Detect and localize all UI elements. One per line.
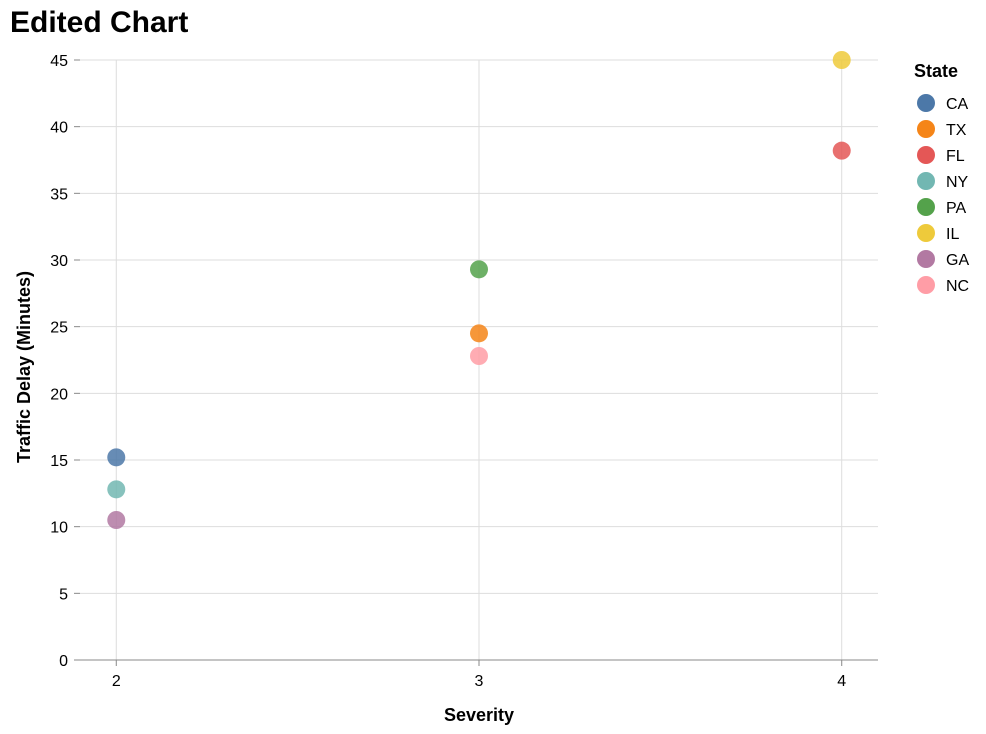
legend-label-tx: TX — [946, 122, 967, 139]
x-axis-title: Severity — [444, 705, 514, 725]
point-tx — [470, 324, 488, 343]
legend-swatch-il — [917, 224, 935, 242]
x-tick-label: 4 — [837, 673, 846, 690]
legend-swatch-ny — [917, 172, 935, 190]
legend-label-il: IL — [946, 226, 959, 243]
y-tick-label: 35 — [50, 186, 68, 203]
legend-label-ga: GA — [946, 252, 969, 269]
legend-title: State — [914, 61, 958, 81]
y-tick-label: 10 — [50, 520, 68, 537]
legend-swatch-ga — [917, 250, 935, 268]
y-tick-label: 25 — [50, 320, 68, 337]
legend-label-ca: CA — [946, 96, 969, 113]
point-ca — [107, 448, 126, 467]
legend-swatch-ca — [917, 94, 935, 112]
y-tick-label: 40 — [50, 120, 68, 137]
y-tick-label: 15 — [50, 453, 68, 470]
point-ny — [107, 480, 126, 499]
chart-title: Edited Chart — [10, 6, 189, 39]
y-axis-title: Traffic Delay (Minutes) — [14, 271, 34, 463]
grid-lines — [80, 59, 878, 661]
y-tick-label: 0 — [59, 653, 68, 670]
point-nc — [470, 347, 488, 365]
legend-label-ny: NY — [946, 174, 969, 191]
point-il — [832, 51, 851, 69]
point-ga — [107, 511, 126, 529]
legend-label-pa: PA — [946, 200, 966, 217]
legend-label-fl: FL — [946, 148, 965, 165]
legend-swatch-fl — [917, 146, 935, 164]
legend-swatch-pa — [917, 198, 935, 216]
y-tick-label: 5 — [59, 586, 68, 603]
y-tick-label: 20 — [50, 386, 68, 403]
legend-label-nc: NC — [946, 278, 969, 295]
x-tick-label: 3 — [475, 673, 484, 690]
point-fl — [832, 141, 851, 160]
point-pa — [470, 260, 488, 279]
legend: State CA TX FL NY PA IL GA NC — [914, 61, 969, 295]
data-points — [107, 51, 851, 529]
y-tick-label: 30 — [50, 253, 68, 270]
x-tick-label: 2 — [112, 673, 121, 690]
legend-swatch-nc — [917, 276, 935, 294]
axes: 0 5 10 15 20 25 30 35 40 45 2 3 4 — [50, 53, 878, 690]
legend-swatch-tx — [917, 120, 935, 138]
y-tick-label: 45 — [50, 53, 68, 70]
